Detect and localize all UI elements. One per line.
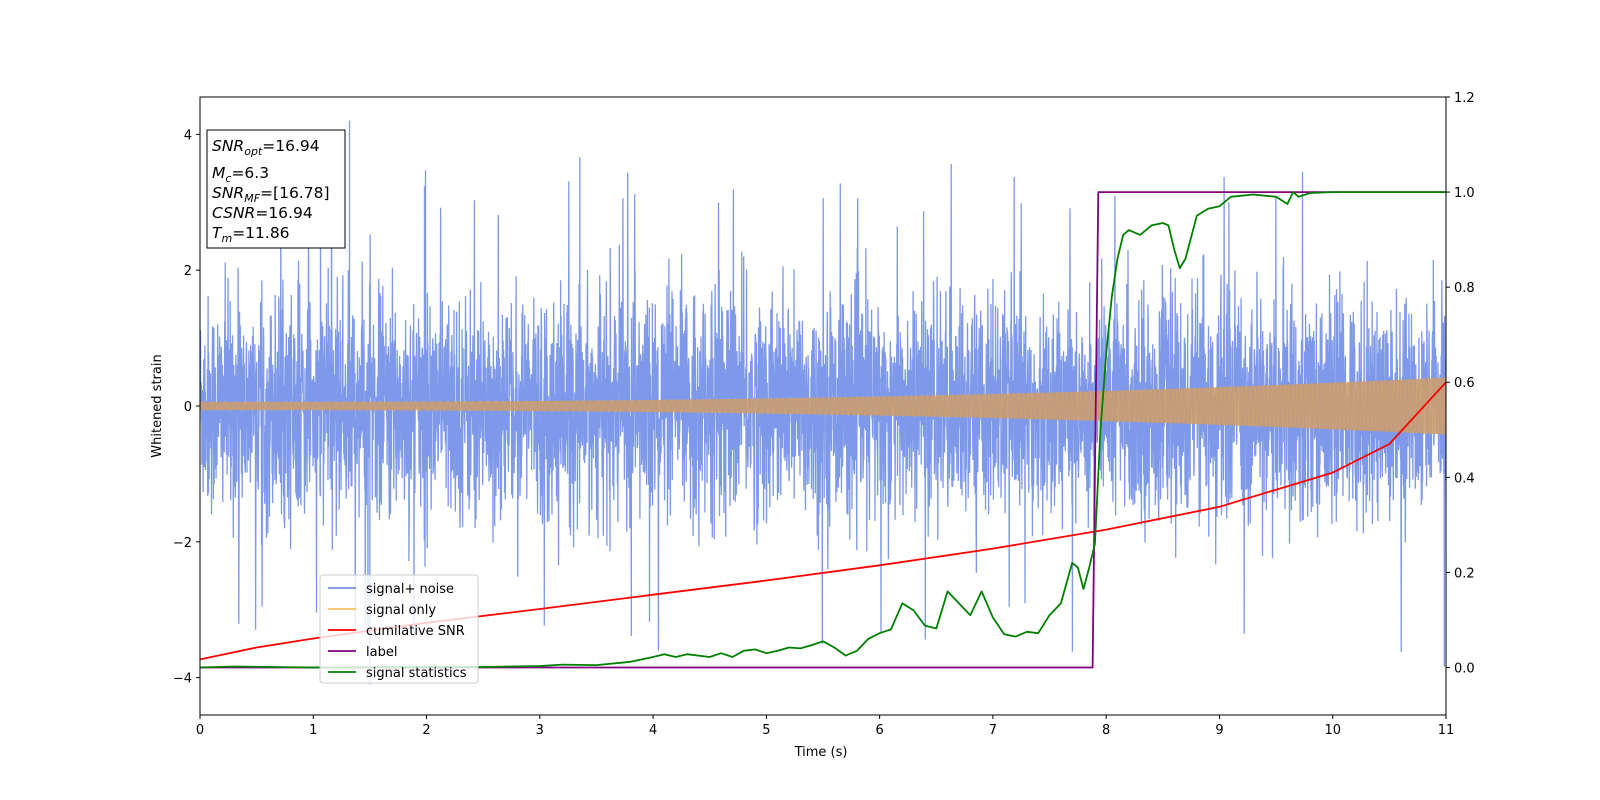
- y2-tick-label: 1.0: [1454, 186, 1475, 201]
- y2-tick-label: 0.0: [1454, 661, 1475, 676]
- y-tick-label: −4: [173, 672, 192, 687]
- info-mc: Mc=6.3: [212, 164, 269, 185]
- y-tick-label: −2: [173, 536, 192, 551]
- series-signal-statistics: [200, 191, 1446, 669]
- info-tm: Tm=11.86: [212, 224, 290, 245]
- series-signal-only-band: [200, 377, 1446, 435]
- y2-tick-label: 0.4: [1454, 471, 1475, 486]
- legend-label: cumilative SNR: [366, 624, 465, 639]
- info-snr-opt: SNRopt=16.94: [212, 137, 320, 158]
- x-tick-label: 8: [1102, 723, 1110, 738]
- legend-label: signal+ noise: [366, 582, 454, 597]
- info-box: SNRopt=16.94 Mc=6.3 SNRMF=[16.78] CSNR=1…: [206, 129, 346, 249]
- x-tick-label: 7: [989, 723, 997, 738]
- legend-label: signal only: [366, 603, 436, 618]
- y-tick-label: 2: [184, 264, 192, 279]
- x-tick-label: 11: [1438, 723, 1455, 738]
- info-snr-mf: SNRMF=[16.78]: [212, 184, 330, 205]
- x-tick-label: 6: [875, 723, 883, 738]
- legend-label: signal statistics: [366, 666, 467, 681]
- x-tick-label: 9: [1215, 723, 1223, 738]
- series-label: [200, 191, 1446, 669]
- x-tick-label: 4: [649, 723, 657, 738]
- legend: signal+ noise signal only cumilative SNR la…: [319, 574, 479, 684]
- x-tick-label: 1: [309, 723, 317, 738]
- info-csnr: CSNR=16.94: [212, 204, 313, 222]
- x-tick-label: 10: [1324, 723, 1341, 738]
- y-axis-label: Whitened strain: [150, 354, 165, 457]
- legend-label: label: [366, 645, 397, 660]
- x-tick-label: 0: [196, 723, 204, 738]
- x-tick-label: 3: [536, 723, 544, 738]
- y2-tick-label: 0.6: [1454, 376, 1475, 391]
- y2-tick-label: 1.2: [1454, 91, 1475, 106]
- y-tick-label: 4: [184, 128, 192, 143]
- x-axis-label: Time (s): [794, 745, 848, 760]
- y2-tick-label: 0.2: [1454, 566, 1475, 581]
- y-tick-label: 0: [184, 400, 192, 415]
- x-tick-label: 2: [422, 723, 430, 738]
- x-tick-label: 5: [762, 723, 770, 738]
- y2-tick-label: 0.8: [1454, 281, 1475, 296]
